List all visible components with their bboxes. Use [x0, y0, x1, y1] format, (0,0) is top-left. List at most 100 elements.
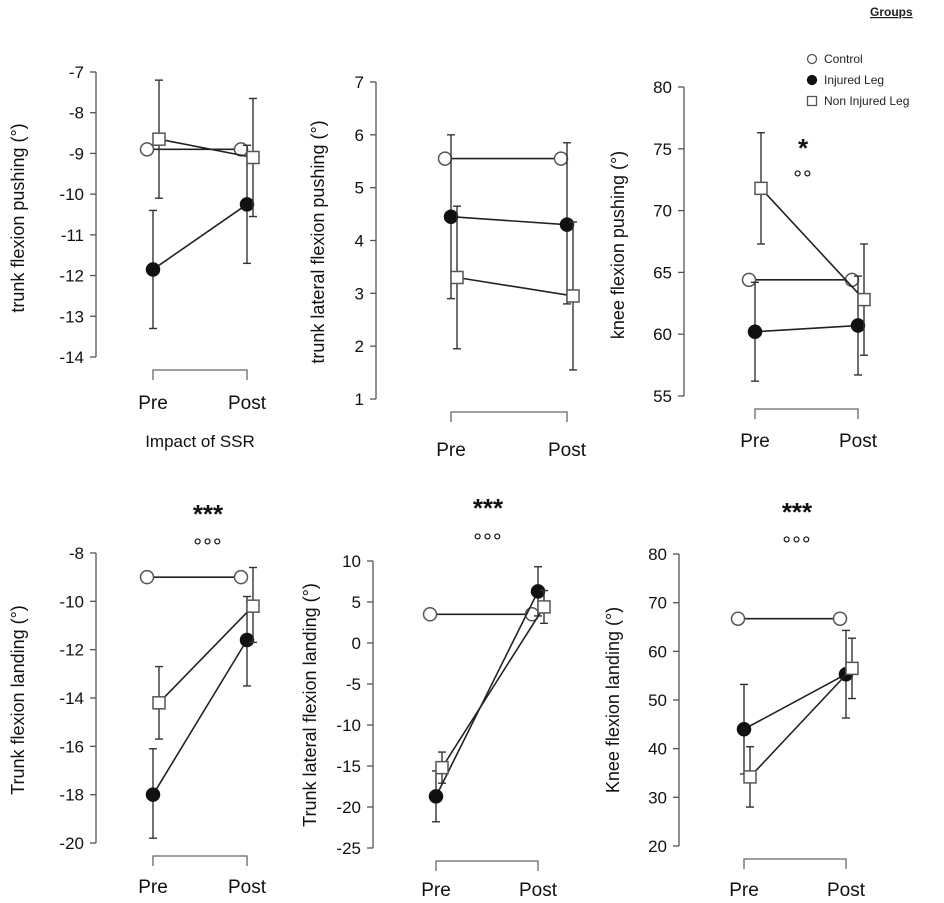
- point-control: [844, 272, 860, 288]
- x-tick-label: Post: [228, 877, 267, 898]
- series-control: [139, 569, 249, 585]
- y-tick-label: -10: [336, 716, 361, 735]
- point-non-injured-leg: [845, 661, 859, 676]
- x-tick-label: Pre: [436, 440, 466, 461]
- x-tick-label: Pre: [421, 880, 451, 901]
- point-injured-leg: [850, 318, 866, 333]
- point-control: [139, 569, 155, 585]
- series-non-injured-leg: [152, 79, 260, 218]
- panel-6: 20 30 40 50 60 70 80 Knee flexion landing (°) Pr…: [603, 497, 866, 901]
- point-control: [139, 142, 155, 157]
- series-injured-leg: [145, 595, 255, 839]
- y-tick-label: 50: [648, 691, 667, 710]
- significance-stars: ***: [473, 493, 504, 523]
- panel-1: -14 -13 -12 -11 -10 -9 -8 -7 trunk flexion pushi…: [8, 63, 267, 451]
- y-tick-label: 5: [355, 179, 364, 198]
- significance-stars: ***: [193, 499, 224, 529]
- y-tick-label: -20: [59, 834, 84, 853]
- point-non-injured-leg: [743, 770, 757, 784]
- series-line: [754, 324, 859, 333]
- legend-control-label: Control: [824, 52, 863, 66]
- y-axis-label: trunk lateral flexion pushing (°): [308, 120, 328, 363]
- significance-degrees: °°°: [193, 534, 222, 559]
- y-tick-label: 4: [355, 232, 364, 251]
- y-tick-label: -18: [59, 786, 84, 805]
- y-tick-label: -12: [59, 641, 84, 660]
- series-injured-leg: [145, 144, 255, 330]
- x-tick-label: Post: [519, 880, 558, 901]
- y-tick-label: -8: [69, 544, 84, 563]
- series-injured-leg: [736, 629, 854, 775]
- point-control: [730, 611, 746, 626]
- series-non-injured-leg: [152, 566, 260, 740]
- series-control: [437, 151, 569, 166]
- legend-injured-label: Injured Leg: [824, 73, 884, 87]
- significance-degrees: °°°: [782, 532, 811, 557]
- y-tick-label: -20: [336, 798, 361, 817]
- point-injured-leg: [239, 197, 255, 212]
- point-injured-leg: [736, 721, 752, 737]
- y-tick-label: 2: [355, 337, 364, 356]
- point-non-injured-leg: [537, 600, 551, 614]
- y-tick-label: 55: [653, 387, 672, 406]
- x-tick-label: Pre: [138, 393, 168, 414]
- y-axis-label: trunk flexion pushing (°): [8, 123, 28, 312]
- series-line: [152, 639, 248, 796]
- panel-2: 1 2 3 4 5 6 7 trunk lateral flexion pushing (°)…: [308, 73, 587, 461]
- series-line: [441, 606, 545, 769]
- significance-degrees: °°: [793, 166, 813, 191]
- x-tick-label: Post: [827, 880, 866, 901]
- panel-5: -25 -20 -15 -10 -5 0 5 10 Trunk lateral flexion …: [300, 493, 558, 901]
- series-injured-leg: [747, 275, 866, 382]
- series-line: [743, 673, 847, 730]
- y-tick-label: 20: [648, 837, 667, 856]
- x-tick-label: Post: [548, 440, 587, 461]
- y-tick-label: 60: [648, 642, 667, 661]
- y-tick-label: -10: [59, 185, 84, 204]
- y-tick-label: 75: [653, 140, 672, 159]
- point-injured-leg: [145, 787, 161, 802]
- series-line: [435, 590, 539, 797]
- y-tick-label: 7: [355, 73, 364, 92]
- point-control: [741, 272, 757, 288]
- y-tick-label: -14: [59, 689, 84, 708]
- y-axis-label: knee flexion pushing (°): [608, 151, 628, 339]
- point-control: [437, 151, 453, 166]
- series-control: [730, 611, 848, 626]
- series-line: [450, 215, 568, 226]
- point-non-injured-leg: [246, 599, 260, 613]
- x-axis-bracket: [435, 860, 539, 871]
- point-injured-leg: [530, 584, 546, 599]
- series-line: [158, 138, 254, 159]
- y-axis-label: Knee flexion landing (°): [603, 607, 623, 793]
- point-non-injured-leg: [152, 696, 166, 710]
- point-injured-leg: [443, 209, 459, 224]
- y-tick-label: 65: [653, 263, 672, 282]
- significance-degrees: °°°: [473, 529, 502, 554]
- series-non-injured-leg: [450, 205, 580, 371]
- y-tick-label: -5: [346, 675, 361, 694]
- panel-3: 55 60 65 70 75 80 knee flexion pushing (°) Pre P…: [608, 78, 878, 452]
- y-tick-label: 0: [352, 634, 361, 653]
- y-tick-label: -14: [59, 348, 84, 367]
- significance-stars: ***: [782, 497, 813, 527]
- legend-noninjured-label: Non Injured Leg: [824, 94, 909, 108]
- legend-control-marker: [806, 53, 818, 65]
- series-line: [760, 187, 865, 301]
- y-tick-label: -11: [61, 226, 84, 245]
- x-axis-bracket: [743, 858, 847, 869]
- series-non-injured-leg: [743, 637, 859, 808]
- series-line: [152, 203, 248, 271]
- point-control: [832, 611, 848, 626]
- y-tick-label: -9: [69, 144, 84, 163]
- series-line: [456, 276, 574, 297]
- point-non-injured-leg: [857, 292, 871, 307]
- legend-injured-marker: [806, 74, 818, 86]
- y-tick-label: 1: [355, 390, 364, 409]
- x-tick-label: Pre: [740, 431, 770, 452]
- y-axis-label: Trunk flexion landing (°): [8, 605, 28, 795]
- series-line: [749, 667, 853, 778]
- point-non-injured-leg: [450, 270, 464, 285]
- y-tick-label: -7: [69, 63, 84, 82]
